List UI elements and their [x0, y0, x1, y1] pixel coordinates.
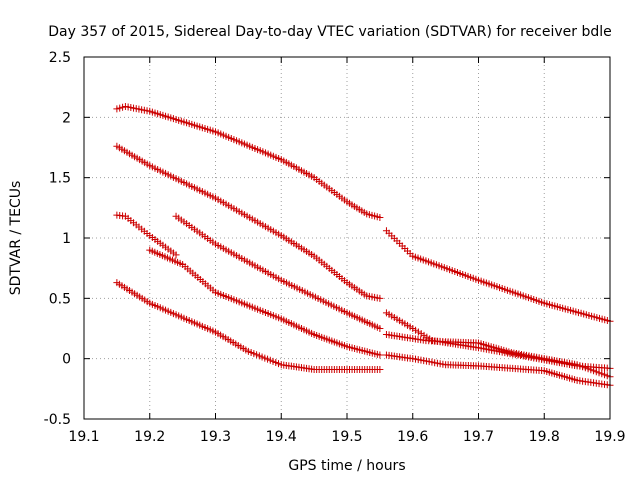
x-tick-label: 19.7 — [463, 429, 494, 445]
data-point — [376, 351, 384, 359]
x-tick-label: 19.3 — [200, 429, 231, 445]
x-tick-label: 19.4 — [266, 429, 297, 445]
grid — [84, 57, 610, 419]
x-tick-labels: 19.1 19.2 19.3 19.4 19.5 19.6 19.7 19.8 19.9 — [68, 429, 625, 445]
data-point — [116, 104, 124, 112]
x-tick-label: 19.9 — [594, 429, 625, 445]
data-points — [113, 102, 614, 389]
data-point — [376, 213, 384, 221]
y-tick-labels: -0.5 0 0.5 1 1.5 2 2.5 — [44, 50, 71, 428]
series-track-2 — [113, 142, 614, 372]
axis-ticks — [83, 56, 611, 420]
y-tick-label: 1 — [62, 231, 71, 247]
y-tick-label: 0 — [62, 352, 71, 368]
x-tick-label: 19.1 — [68, 429, 99, 445]
series-track-4 — [113, 246, 614, 389]
y-axis-label: SDTVAR / TECUs — [8, 181, 24, 296]
x-tick-label: 19.2 — [134, 429, 165, 445]
chart-title: Day 357 of 2015, Sidereal Day-to-day VTE… — [48, 24, 612, 40]
y-tick-label: 2.5 — [49, 50, 71, 66]
data-point — [376, 325, 384, 332]
data-point — [376, 294, 384, 302]
x-tick-label: 19.6 — [397, 429, 428, 445]
x-tick-label: 19.8 — [529, 429, 560, 445]
data-point — [172, 251, 180, 259]
y-tick-label: 1.5 — [49, 171, 71, 187]
x-axis-label: GPS time / hours — [288, 458, 405, 474]
series-track-1 — [113, 102, 614, 325]
y-tick-label: 2 — [62, 110, 71, 126]
series-track-3 — [113, 211, 614, 381]
x-tick-label: 19.5 — [331, 429, 362, 445]
y-tick-label: 0.5 — [49, 291, 71, 307]
y-tick-label: -0.5 — [44, 412, 71, 428]
data-point — [113, 105, 121, 113]
data-point — [376, 366, 384, 374]
